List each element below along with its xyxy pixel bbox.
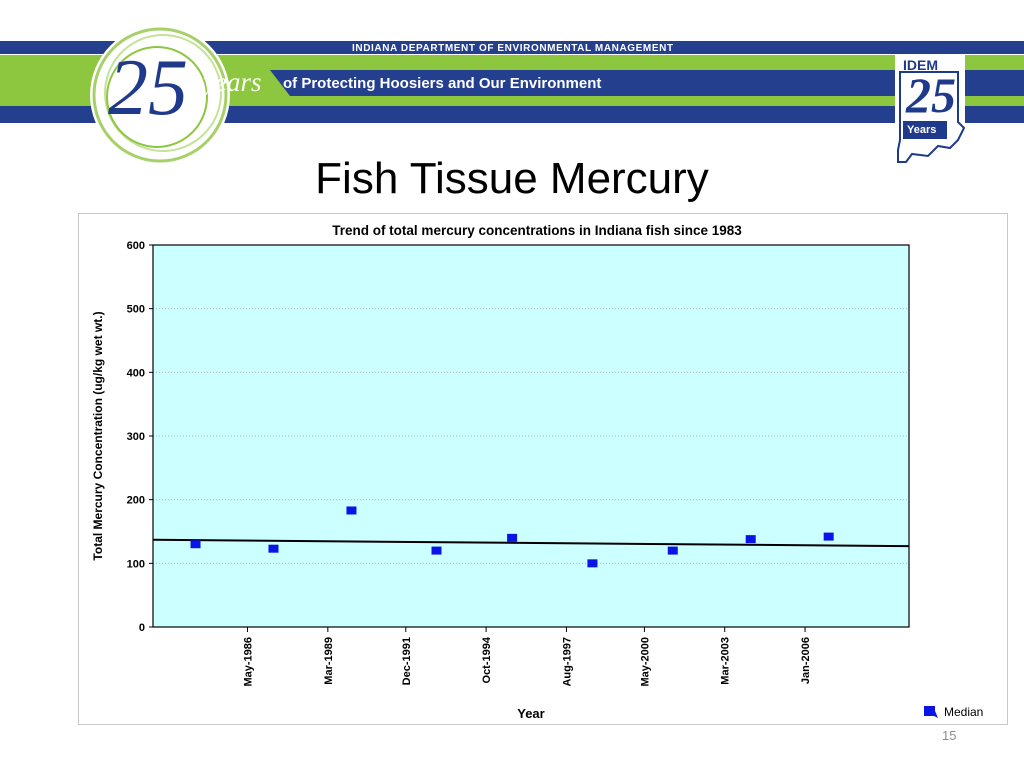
indiana-state-outline <box>897 71 966 163</box>
swirl-logo <box>90 25 230 165</box>
swirl-ring-outer <box>92 27 228 163</box>
swirl-ring-middle <box>104 34 222 152</box>
chart-title: Trend of total mercury concentrations in… <box>332 223 742 238</box>
median-point <box>268 544 279 553</box>
y-tick-label: 500 <box>127 304 145 316</box>
banner-top-stripe <box>0 41 1024 54</box>
plot-border <box>152 244 910 628</box>
idem-logo <box>895 54 966 166</box>
anniversary-logo-word: years <box>203 67 262 97</box>
median-point <box>823 532 834 541</box>
median-point <box>745 535 756 544</box>
banner-tagline: of Protecting Hoosiers and Our Environme… <box>283 75 602 92</box>
y-tick-label: 0 <box>139 622 145 634</box>
idem-logo-years: Years <box>907 124 937 136</box>
x-axis-label: Year <box>517 706 544 721</box>
banner-tagline-stripe <box>270 70 1024 96</box>
legend-swatch <box>924 706 935 716</box>
swirl-ring-inner <box>106 46 208 148</box>
x-tick-label: Aug-1997 <box>561 637 573 687</box>
banner-agency-name: INDIANA DEPARTMENT OF ENVIRONMENTAL MANA… <box>352 43 674 54</box>
median-point <box>507 533 518 542</box>
slide-title: Fish Tissue Mercury <box>315 154 709 203</box>
y-tick-label: 400 <box>127 367 145 379</box>
median-point <box>431 546 442 555</box>
x-tick-label: Mar-2003 <box>720 637 732 685</box>
idem-logo-label: IDEM <box>903 57 938 73</box>
x-tick-label: May-1986 <box>243 637 255 687</box>
y-axis-label: Total Mercury Concentration (ug/kg wet w… <box>91 311 105 560</box>
legend-label: Median <box>944 705 983 719</box>
x-tick-label: May-2000 <box>639 637 651 687</box>
median-point <box>667 546 678 555</box>
median-point <box>190 540 201 549</box>
y-tick-label: 300 <box>127 431 145 443</box>
x-tick-label: Jan-2006 <box>800 637 812 684</box>
mercury-trend-chart: 0 100 200 300 400 500 600 May-1986 Mar-1989 Dec-1… <box>91 223 983 721</box>
slide-number: 15 <box>942 728 957 743</box>
idem-years-tag <box>903 121 947 139</box>
header-banner <box>0 25 1024 166</box>
idem-logo-number: 25 <box>906 67 956 123</box>
banner-bottom-stripe <box>0 106 1024 123</box>
y-tick-label: 200 <box>127 495 145 507</box>
x-tick-label: Mar-1989 <box>323 637 335 685</box>
y-tick-label: 100 <box>127 558 145 570</box>
legend-swatch-pointer <box>930 711 938 718</box>
trend-line <box>152 538 910 548</box>
anniversary-logo-number: 25 <box>108 44 188 132</box>
x-tick-label: Dec-1991 <box>401 637 413 685</box>
median-point <box>346 506 357 515</box>
median-point <box>587 559 598 568</box>
y-tick-label: 600 <box>127 240 145 252</box>
x-tick-label: Oct-1994 <box>481 636 493 683</box>
